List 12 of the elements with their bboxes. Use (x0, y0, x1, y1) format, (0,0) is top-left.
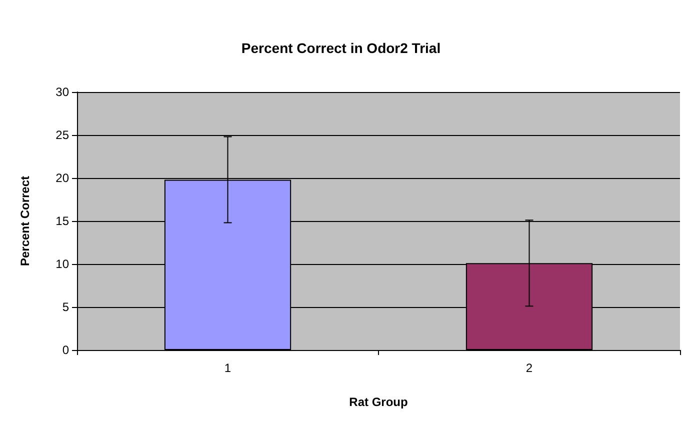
y-tick-label: 0 (62, 343, 70, 357)
y-tick-label: 25 (56, 128, 70, 142)
x-tick-label: 2 (526, 361, 533, 375)
y-tick-label: 10 (56, 257, 70, 271)
x-tick-label: 1 (224, 361, 232, 375)
y-tick-label: 20 (56, 171, 70, 185)
chart-title: Percent Correct in Odor2 Trial (241, 40, 441, 56)
x-axis-title: Rat Group (349, 395, 408, 409)
y-tick-label: 30 (56, 85, 70, 99)
y-tick-label: 15 (56, 214, 70, 228)
y-axis-title: Percent Correct (18, 176, 32, 266)
y-tick-label: 5 (62, 300, 70, 314)
